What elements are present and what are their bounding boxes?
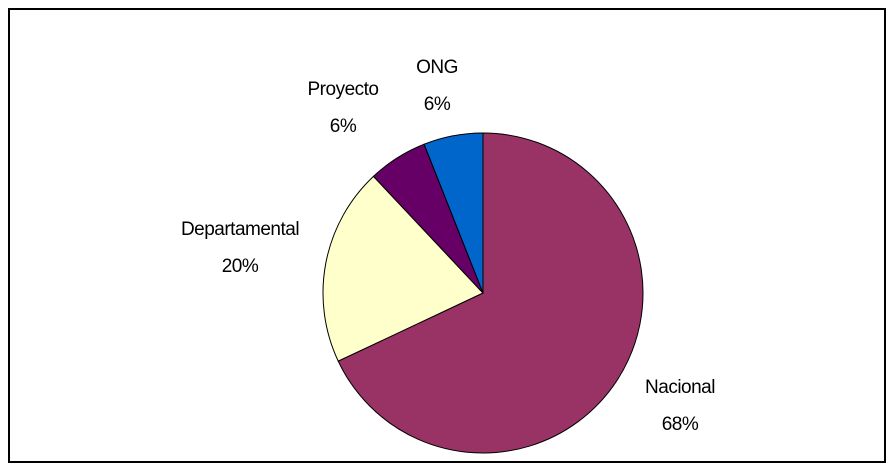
value-label: 68% xyxy=(662,414,699,435)
category-label: ONG xyxy=(416,57,458,78)
value-label: 20% xyxy=(222,256,259,277)
value-label: 6% xyxy=(424,94,451,115)
pie-slice xyxy=(423,132,484,294)
pie-slice xyxy=(337,132,644,454)
category-label: Proyecto xyxy=(308,79,379,100)
value-label: 6% xyxy=(330,116,357,137)
category-label: Nacional xyxy=(645,377,715,398)
category-label: Departamental xyxy=(181,219,299,240)
pie xyxy=(322,132,644,454)
data-labels: Nacional 68% Departamental 20% Proyecto 6% ONG… xyxy=(181,57,716,435)
pie-slice xyxy=(322,175,484,362)
